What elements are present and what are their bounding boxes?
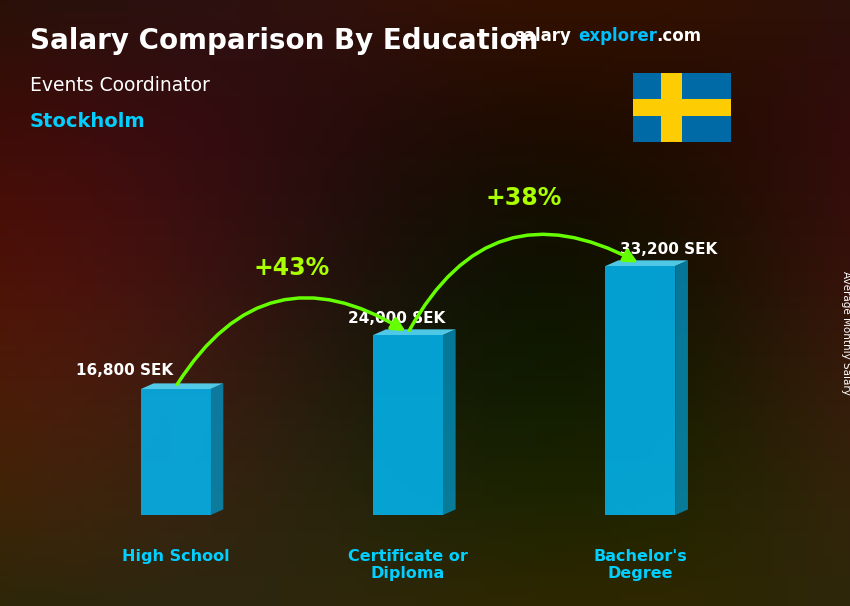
- Polygon shape: [675, 261, 688, 515]
- Text: Salary Comparison By Education: Salary Comparison By Education: [30, 27, 538, 55]
- Polygon shape: [605, 261, 688, 266]
- Text: +43%: +43%: [253, 256, 330, 279]
- Text: +38%: +38%: [486, 187, 563, 210]
- Polygon shape: [443, 329, 456, 515]
- Bar: [373, 335, 443, 515]
- Text: explorer: explorer: [578, 27, 657, 45]
- Text: salary: salary: [514, 27, 571, 45]
- Text: 16,800 SEK: 16,800 SEK: [76, 363, 173, 378]
- Text: .com: .com: [656, 27, 701, 45]
- Polygon shape: [373, 329, 456, 335]
- Polygon shape: [141, 384, 224, 389]
- Bar: [605, 266, 675, 515]
- Text: 33,200 SEK: 33,200 SEK: [620, 242, 717, 257]
- Text: High School: High School: [122, 549, 230, 564]
- Bar: [633, 99, 731, 116]
- Text: Events Coordinator: Events Coordinator: [30, 76, 210, 95]
- Bar: [660, 73, 682, 142]
- Text: Average Monthly Salary: Average Monthly Salary: [841, 271, 850, 395]
- Text: Certificate or
Diploma: Certificate or Diploma: [348, 549, 468, 581]
- Bar: [141, 389, 211, 515]
- Polygon shape: [211, 384, 224, 515]
- Text: Bachelor's
Degree: Bachelor's Degree: [593, 549, 687, 581]
- Text: 24,000 SEK: 24,000 SEK: [348, 311, 445, 326]
- Text: Stockholm: Stockholm: [30, 112, 145, 131]
